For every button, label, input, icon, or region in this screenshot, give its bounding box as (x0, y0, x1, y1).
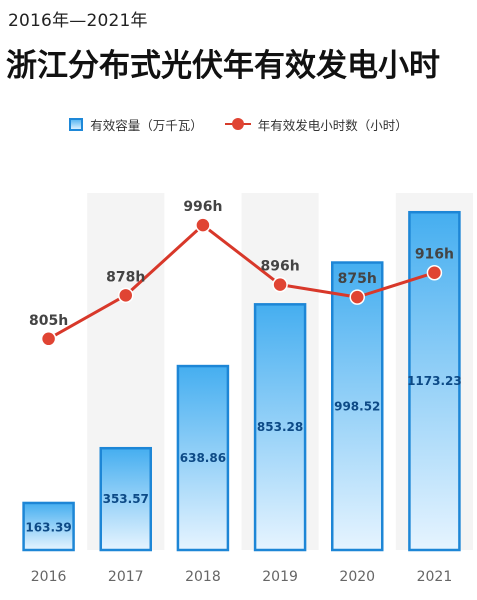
bar-value-label: 353.57 (103, 492, 149, 506)
hours-value-label: 878h (106, 269, 145, 285)
hours-value-label: 896h (260, 259, 299, 275)
bar-2019 (253, 303, 307, 552)
hours-point (40, 331, 57, 347)
hours-point (195, 217, 211, 233)
hours-value-label: 996h (183, 199, 222, 215)
legend-bar-swatch (69, 117, 84, 131)
x-tick-label: 2018 (185, 569, 221, 585)
bar-2017 (99, 446, 152, 552)
bar-value-label: 1173.23 (407, 374, 462, 388)
hours-point (426, 264, 443, 281)
hours-point (118, 287, 134, 304)
bar-2020 (331, 261, 384, 552)
x-tick-label: 2021 (417, 569, 453, 585)
hours-point (272, 276, 288, 293)
x-tick-label: 2017 (108, 569, 144, 585)
hours-point (349, 289, 365, 305)
legend-label-capacity: 有效容量（万千瓦） (90, 117, 203, 133)
x-tick-label: 2016 (31, 569, 67, 585)
bar-value-label: 163.39 (25, 520, 71, 534)
hours-value-label: 875h (338, 271, 377, 287)
bar-value-label: 998.52 (334, 399, 380, 413)
hours-value-label: 916h (415, 247, 454, 263)
chart-subtitle: 2016年—2021年 (8, 11, 148, 31)
hours-line (47, 223, 435, 341)
bar-2016 (22, 501, 75, 552)
bar-2018 (176, 364, 230, 552)
bar-value-label: 638.86 (180, 451, 226, 465)
legend-label-hours: 年有效发电小时数（小时） (257, 117, 408, 133)
x-tick-label: 2019 (262, 569, 298, 585)
bar-value-label: 853.28 (257, 420, 303, 434)
chart-legend: 有效容量（万千瓦） 年有效发电小时数（小时） (0, 114, 477, 134)
chart-title: 浙江分布式光伏年有效发电小时 (6, 48, 440, 84)
x-tick-label: 2020 (339, 569, 375, 585)
legend-line-swatch (224, 117, 251, 131)
legend-item-hours: 年有效发电小时数（小时） (224, 115, 408, 134)
legend-item-capacity: 有效容量（万千瓦） (69, 115, 203, 134)
hours-value-label: 805h (29, 313, 68, 329)
